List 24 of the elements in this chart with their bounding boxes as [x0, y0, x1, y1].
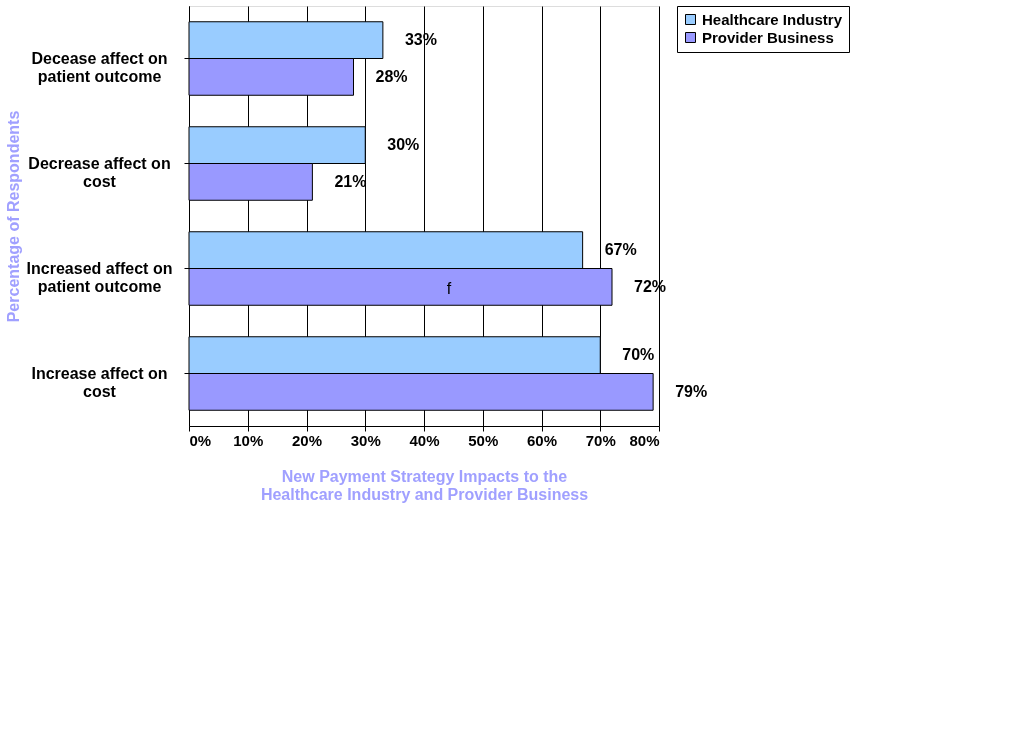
- y-tick-label: Increase affect on cost: [31, 364, 168, 400]
- annotation: f: [446, 280, 452, 297]
- x-tick-label: 50%: [468, 431, 499, 449]
- data-label: 30%: [387, 136, 420, 154]
- x-tick-label: 70%: [585, 431, 616, 449]
- x-tick-label: 40%: [409, 431, 440, 449]
- x-tick-label: 20%: [291, 431, 323, 449]
- y-tick-label: Decrease affect on cost: [28, 154, 171, 190]
- data-label: 67%: [604, 241, 637, 259]
- x-tick-label: 30%: [350, 431, 381, 449]
- y-tick-label: Increased affect on patient outcome: [26, 259, 173, 295]
- legend-label: Provider Business: [702, 28, 834, 46]
- data-label: 21%: [334, 172, 367, 190]
- data-label: 28%: [375, 67, 408, 85]
- x-axis-title: New Payment Strategy Impacts to the Healthcare Industry and Provider Business: [260, 467, 589, 503]
- data-label: 70%: [622, 346, 655, 364]
- data-label: 79%: [675, 382, 708, 400]
- y-axis-title: Percentage of Respondents: [4, 110, 22, 323]
- x-tick-label: 60%: [526, 431, 558, 449]
- x-tick-label: 80%: [629, 431, 660, 449]
- x-tick-label: 0%: [189, 431, 212, 449]
- x-tick-label: 10%: [233, 431, 264, 449]
- y-tick-label: Decease affect on patient outcome: [31, 49, 168, 85]
- legend-label: Healthcare Industry: [702, 10, 843, 28]
